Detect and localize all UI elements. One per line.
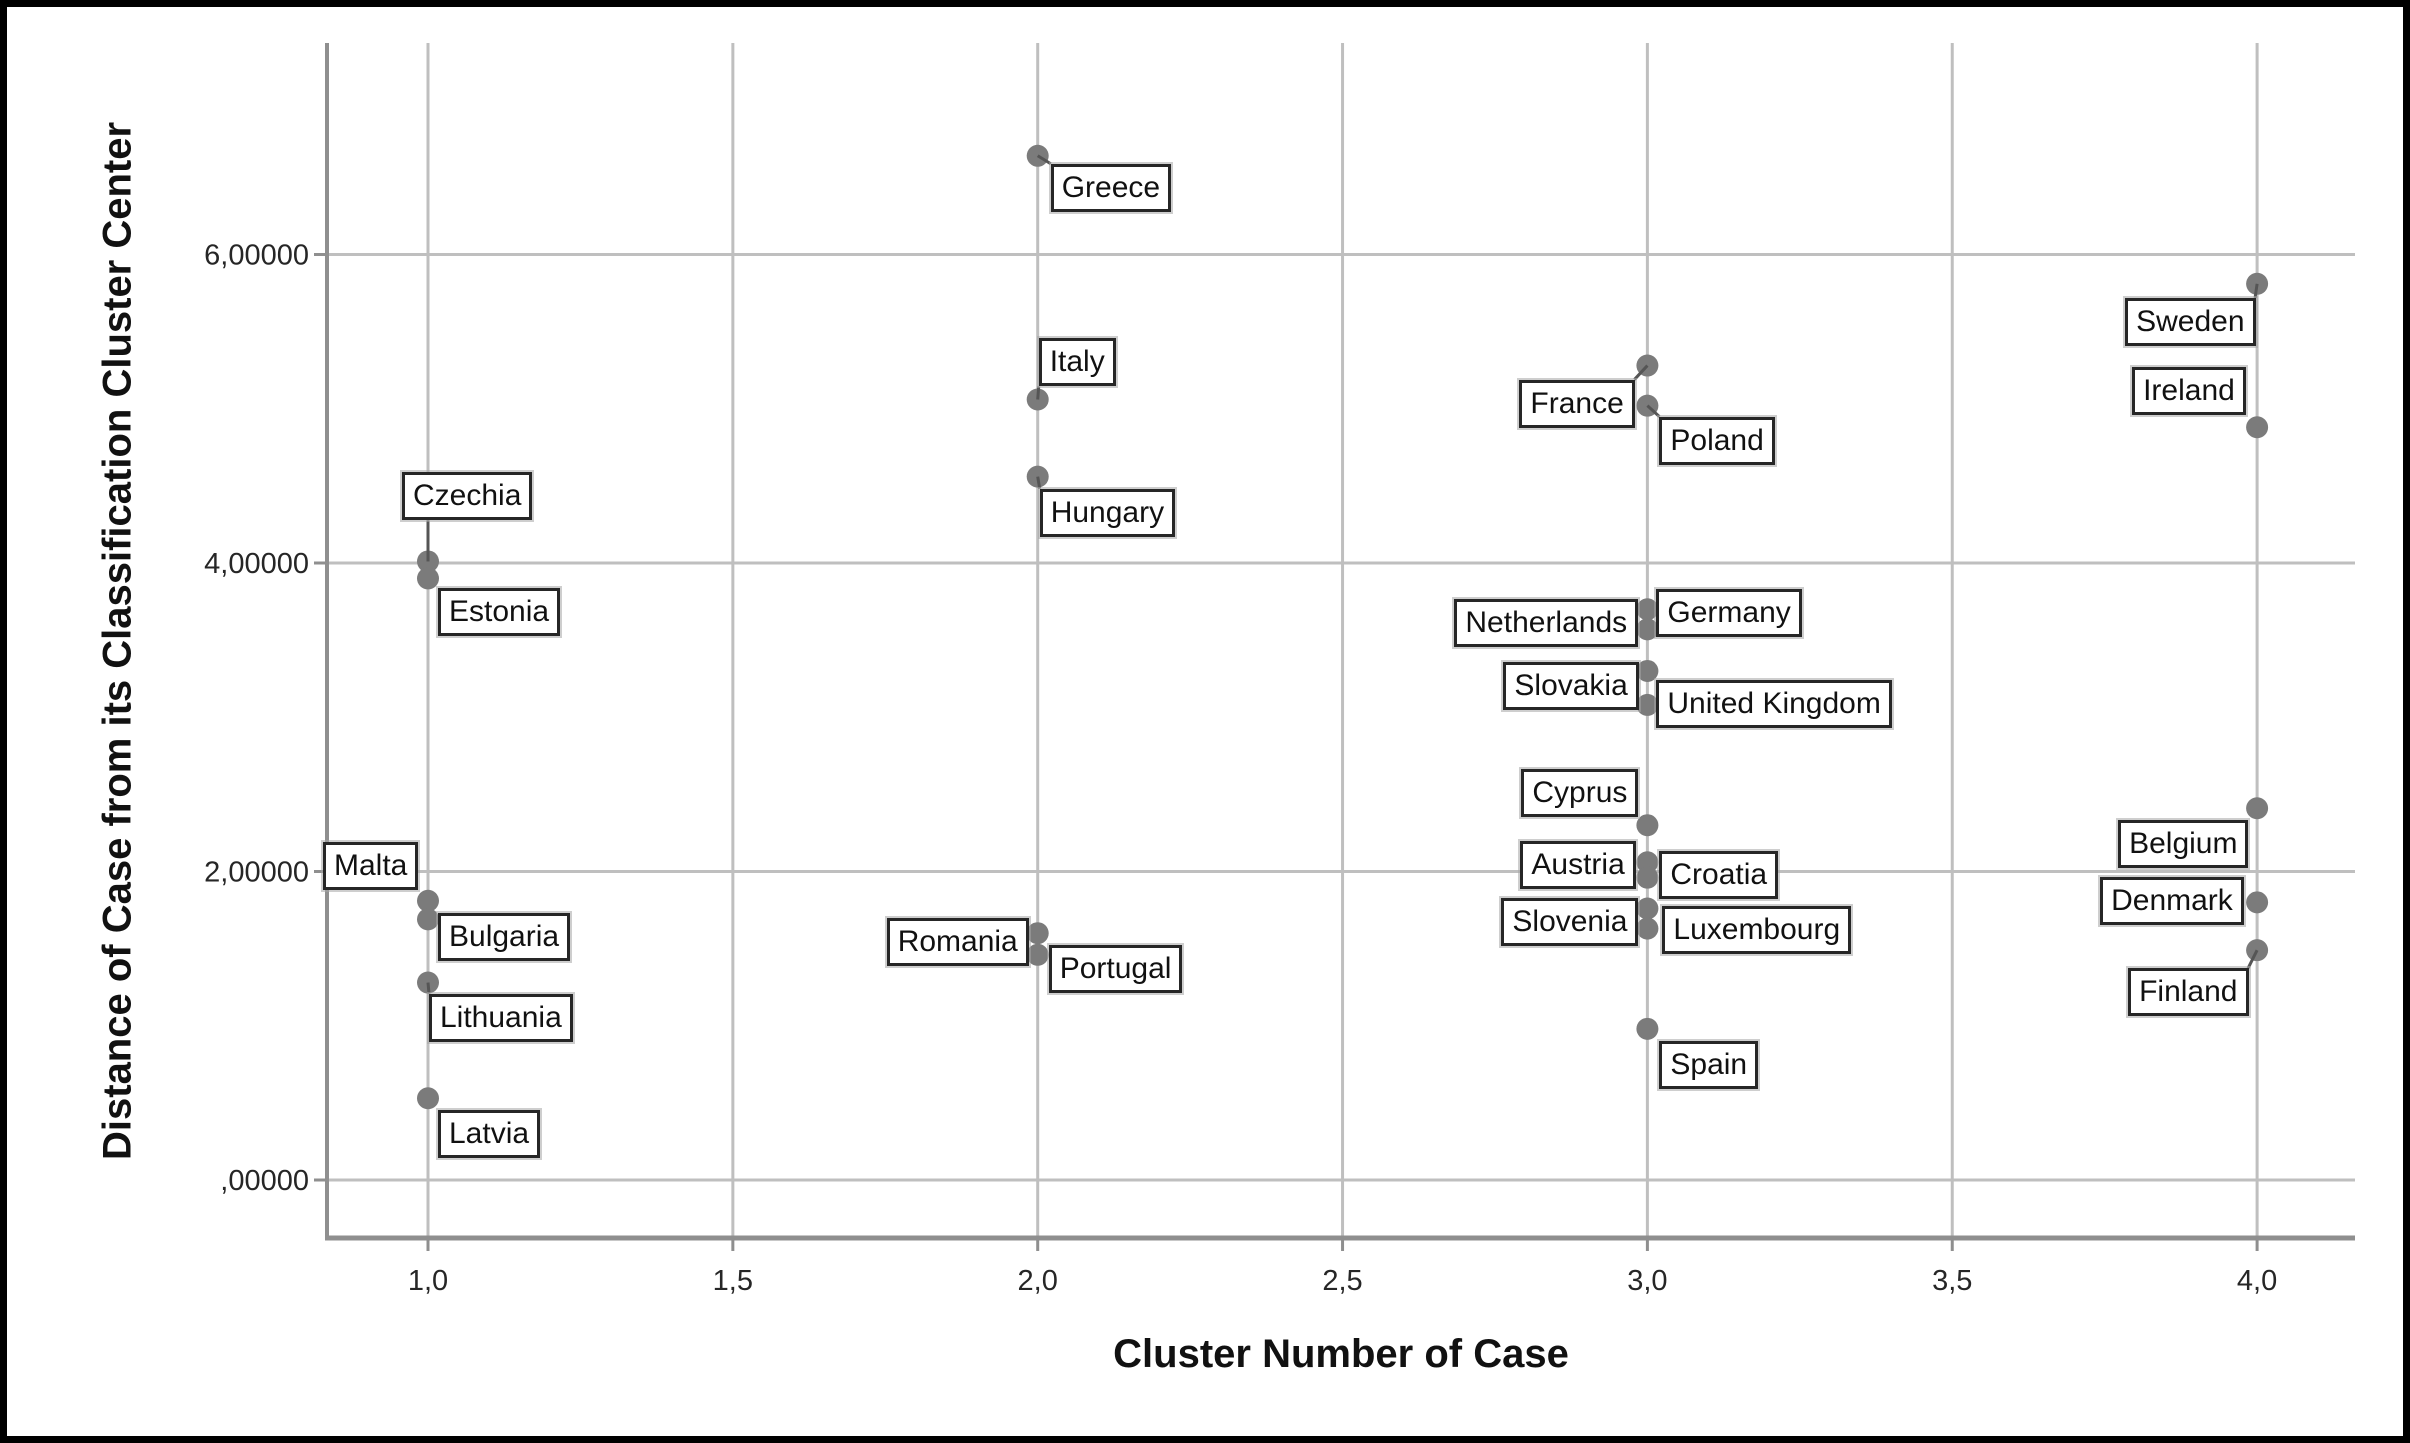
data-point-ireland — [2246, 416, 2269, 439]
data-point-malta — [417, 889, 439, 912]
data-point-slovenia — [1636, 897, 1659, 920]
data-point-portugal — [1026, 943, 1049, 966]
data-point-luxembourg — [1636, 917, 1659, 940]
point-label-greece: Greece — [1050, 163, 1172, 212]
point-label-portugal: Portugal — [1048, 944, 1183, 993]
y-tick-label: ,00000 — [220, 1165, 309, 1197]
data-point-germany — [1636, 598, 1659, 621]
point-label-united-kingdom: United Kingdom — [1656, 679, 1892, 728]
data-point-croatia — [1636, 866, 1659, 889]
point-label-sweden: Sweden — [2125, 297, 2256, 346]
point-label-slovenia: Slovenia — [1501, 897, 1639, 946]
data-point-united-kingdom — [1636, 693, 1659, 716]
point-label-lithuania: Lithuania — [429, 993, 573, 1042]
data-point-cyprus — [1636, 814, 1659, 837]
label-leader-line — [1646, 404, 1661, 418]
y-tick-label: 6,00000 — [204, 240, 309, 272]
point-label-cyprus: Cyprus — [1521, 769, 1639, 818]
point-label-poland: Poland — [1659, 416, 1775, 465]
point-label-netherlands: Netherlands — [1454, 599, 1639, 648]
label-leader-line — [1036, 386, 1041, 400]
point-label-romania: Romania — [886, 918, 1029, 967]
y-tick-label: 2,00000 — [204, 857, 309, 889]
x-tick-label: 2,0 — [1018, 1265, 1058, 1297]
point-label-spain: Spain — [1659, 1040, 1759, 1089]
point-label-luxembourg: Luxembourg — [1662, 905, 1852, 954]
point-label-slovakia: Slovakia — [1503, 661, 1639, 710]
point-label-denmark: Denmark — [2100, 877, 2244, 926]
data-point-slovakia — [1636, 659, 1659, 682]
data-point-latvia — [417, 1087, 439, 1110]
x-tick-label: 2,5 — [1322, 1265, 1362, 1297]
x-tick-label: 3,0 — [1627, 1265, 1667, 1297]
label-leader-line — [1633, 364, 1649, 381]
point-label-estonia: Estonia — [438, 588, 561, 637]
data-point-netherlands — [1636, 618, 1659, 641]
data-point-spain — [1636, 1017, 1659, 1040]
data-point-estonia — [417, 567, 439, 590]
data-point-denmark — [2246, 891, 2269, 914]
point-label-austria: Austria — [1520, 841, 1636, 890]
point-label-czechia: Czechia — [402, 472, 533, 521]
point-label-malta: Malta — [323, 841, 419, 890]
label-leader-line — [426, 982, 431, 994]
point-label-germany: Germany — [1656, 589, 1802, 638]
label-leader-line — [1036, 154, 1052, 166]
label-leader-line — [2253, 283, 2259, 299]
point-label-croatia: Croatia — [1659, 850, 1779, 899]
point-label-france: France — [1519, 379, 1635, 428]
point-label-finland: Finland — [2128, 968, 2249, 1017]
point-label-italy: Italy — [1038, 338, 1116, 387]
x-tick-label: 1,0 — [408, 1265, 448, 1297]
x-tick-label: 1,5 — [713, 1265, 753, 1297]
label-leader-line — [2246, 949, 2259, 969]
x-tick-label: 3,5 — [1932, 1265, 1972, 1297]
data-point-bulgaria — [417, 908, 439, 931]
data-point-romania — [1026, 922, 1049, 945]
data-point-austria — [1636, 851, 1659, 874]
point-label-belgium: Belgium — [2118, 820, 2249, 869]
point-label-latvia: Latvia — [438, 1110, 541, 1159]
y-tick-label: 4,00000 — [204, 548, 309, 580]
data-point-belgium — [2246, 797, 2269, 820]
label-leader-line — [1036, 476, 1042, 489]
point-label-ireland: Ireland — [2132, 367, 2246, 416]
point-label-hungary: Hungary — [1039, 488, 1176, 537]
x-axis-title: Cluster Number of Case — [1113, 1332, 1569, 1376]
x-tick-label: 4,0 — [2237, 1265, 2277, 1297]
point-label-bulgaria: Bulgaria — [438, 913, 571, 962]
